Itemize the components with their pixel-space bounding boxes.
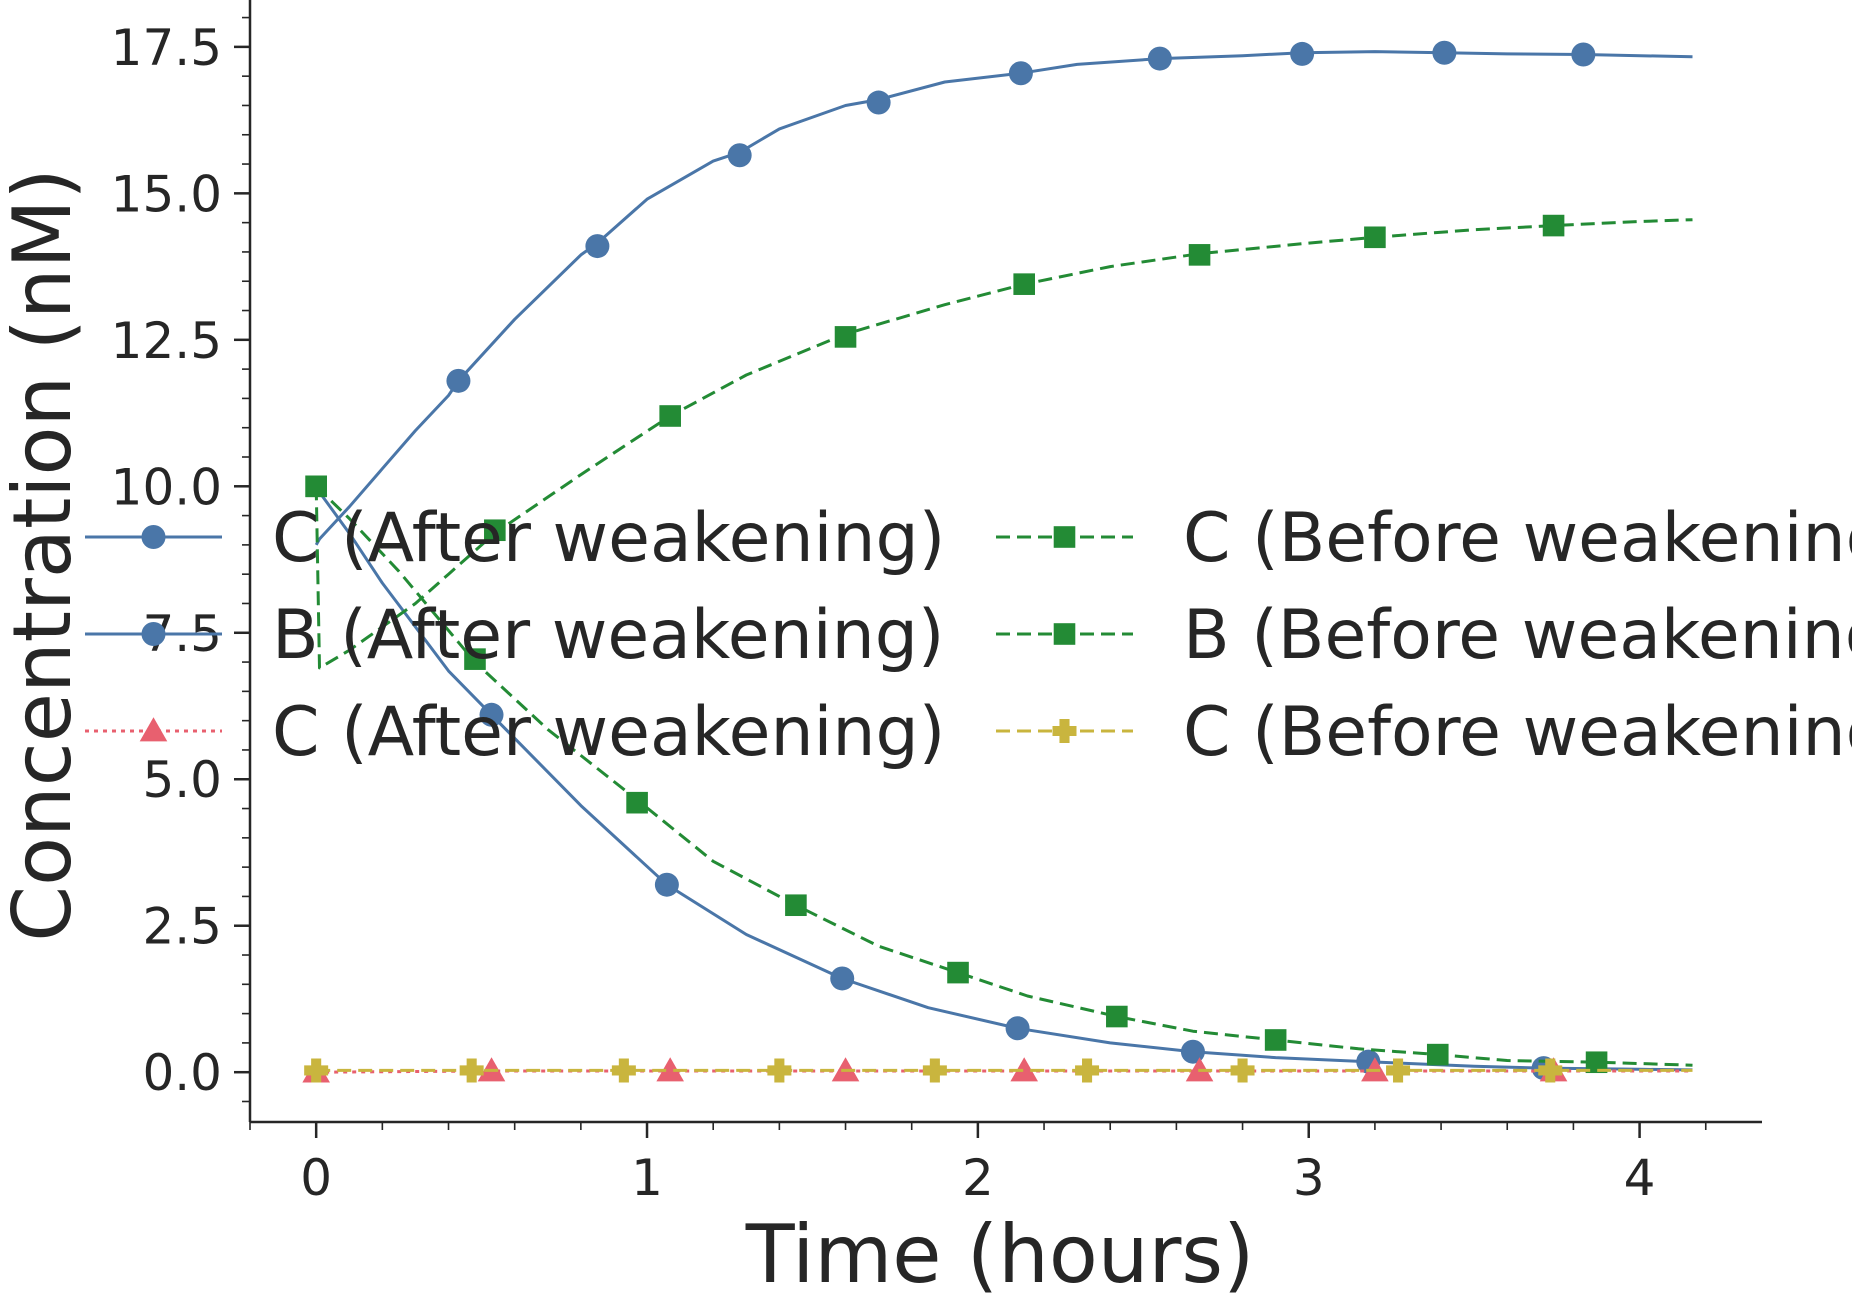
data-point [464,648,486,670]
data-point [1147,46,1172,71]
data-point [767,1058,792,1083]
data-point [727,143,752,168]
data-point [656,1057,684,1082]
data-point [1542,214,1565,237]
data-point [1264,1029,1287,1051]
legend-item: C (Before weakening) [996,693,1852,772]
data-point [1585,1051,1608,1074]
y-tick-label: 10.0 [111,458,222,516]
legend-label: C (After weakening) [272,499,945,578]
legend-label: C (After weakening) [272,693,945,772]
data-point [654,872,679,897]
y-tick-label: 2.5 [142,898,222,956]
plot-area [302,40,1693,1083]
data-point [1230,1058,1255,1083]
series-1 [314,40,1693,546]
series-line [316,1069,1693,1074]
data-point [484,519,506,542]
data-point [1010,1057,1038,1082]
legend-label: B (After weakening) [272,596,944,675]
legend-item: B (After weakening) [85,596,944,675]
data-point [834,326,857,348]
legend-item: B (Before weakening) [996,596,1852,675]
data-point [1571,42,1596,67]
data-point [446,368,471,393]
y-tick-label: 0.0 [142,1044,222,1102]
axes: 0 1 2 3 40.02.55.07.510.012.515.017.5 [111,0,1762,1207]
x-tick-label: 3 [1293,1149,1325,1207]
legend-item: C (Before weakening) [996,499,1852,578]
y-axis-label: Concentration (nM) [0,168,89,942]
data-point [611,1058,636,1083]
x-tick-label: 1 [631,1149,663,1207]
x-tick-label: 0 [300,1149,332,1207]
data-point [1005,1016,1030,1041]
legend: C (After weakening) B (After weakening) C … [85,499,1852,772]
series-line [314,50,1693,546]
x-axis-label: Time (hours) [745,1208,1255,1297]
y-tick-label: 17.5 [111,19,222,77]
series-6 [304,1058,1693,1083]
legend-label: B (Before weakening) [1183,596,1852,675]
data-point [585,234,610,259]
data-point [305,475,327,498]
data-point [304,1058,329,1083]
data-point [1180,1039,1205,1064]
series-5 [305,475,1693,1074]
data-point [785,894,807,917]
data-point [659,405,681,427]
y-tick-label: 15.0 [111,165,222,223]
data-point [922,1058,947,1083]
data-point [1386,1058,1411,1083]
x-tick-label: 2 [962,1149,994,1207]
data-point [947,961,969,984]
data-point [1013,273,1035,295]
legend-marker [141,525,166,549]
y-tick-label: 12.5 [111,312,222,370]
legend-marker [141,622,166,646]
legend-marker [1053,526,1076,548]
legend-marker [1052,719,1077,743]
legend-marker [139,717,168,742]
legend-marker [1053,623,1076,645]
legend-item: C (After weakening) [85,693,945,772]
data-point [1432,40,1457,65]
data-point [626,791,648,814]
data-point [479,702,504,727]
data-point [1364,226,1386,249]
data-point [1538,1058,1563,1083]
data-point [1075,1058,1100,1083]
data-point [1188,244,1211,266]
legend-label: C (Before weakening) [1183,499,1852,578]
data-point [866,90,891,115]
y-tick-label: 5.0 [142,751,222,809]
data-point [1426,1043,1449,1066]
data-point [459,1058,484,1083]
data-point [1106,1005,1128,1028]
data-point [1008,61,1033,86]
legend-label: C (Before weakening) [1183,693,1852,772]
data-point [1290,41,1315,66]
data-point [830,966,855,991]
legend-item: C (After weakening) [85,499,945,578]
x-tick-label: 4 [1624,1149,1656,1207]
